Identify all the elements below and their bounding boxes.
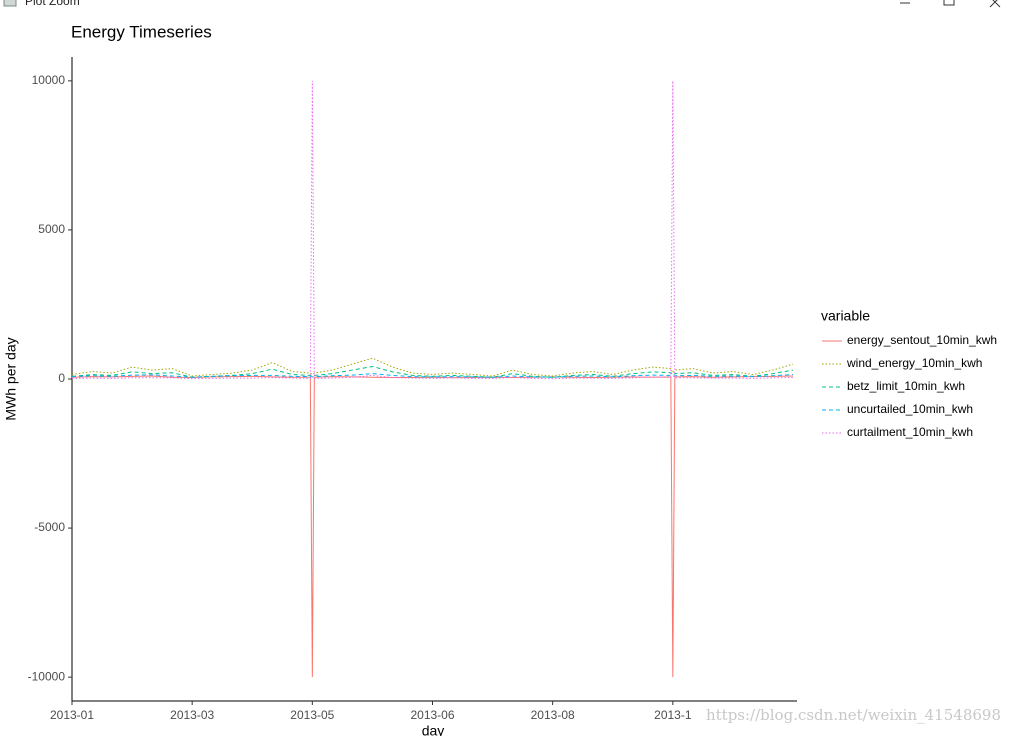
legend-label: wind_energy_10min_kwh <box>846 356 982 370</box>
series-line <box>71 365 794 378</box>
watermark: https://blog.csdn.net/weixin_41548698 <box>706 706 1001 724</box>
legend-label: energy_sentout_10min_kwh <box>847 333 997 347</box>
series-line <box>71 375 793 678</box>
legend-label: curtailment_10min_kwh <box>847 425 973 439</box>
window-title: Plot Zoom <box>25 0 80 8</box>
y-tick-label: 0 <box>58 371 65 385</box>
series-line <box>71 357 794 377</box>
x-tick-label: 2013-03 <box>170 708 214 722</box>
series-line <box>71 373 794 378</box>
legend-title: variable <box>821 308 870 324</box>
y-tick-label: 5000 <box>38 222 65 236</box>
y-tick-label: -10000 <box>28 669 66 683</box>
legend-label: betz_limit_10min_kwh <box>847 379 965 393</box>
x-tick-label: 2013-1 <box>654 708 692 722</box>
legend-label: uncurtailed_10min_kwh <box>847 402 973 416</box>
y-tick-label: -5000 <box>34 520 65 534</box>
series-line <box>71 80 793 380</box>
x-axis-title: day <box>422 723 445 736</box>
x-tick-label: 2013-06 <box>410 708 454 722</box>
chart-title: Energy Timeseries <box>71 22 212 41</box>
x-tick-label: 2013-01 <box>50 708 94 722</box>
y-tick-label: 10000 <box>32 73 66 87</box>
window-icon <box>3 0 17 7</box>
x-tick-label: 2013-08 <box>531 708 575 722</box>
y-axis-title: MWh per day <box>3 337 19 420</box>
x-tick-label: 2013-05 <box>290 708 334 722</box>
close-button[interactable] <box>989 0 1001 8</box>
maximize-button[interactable] <box>943 0 955 6</box>
